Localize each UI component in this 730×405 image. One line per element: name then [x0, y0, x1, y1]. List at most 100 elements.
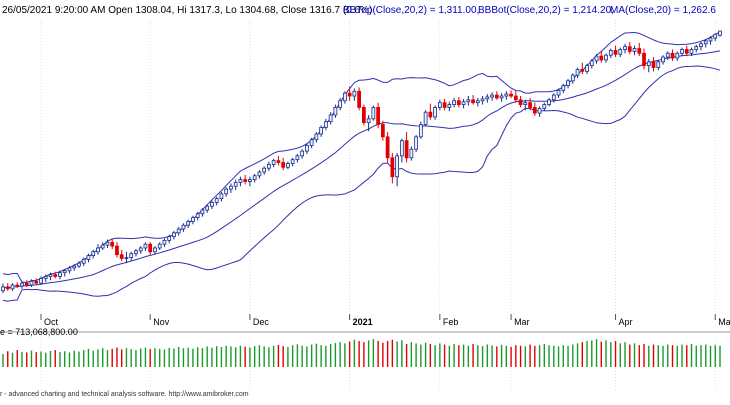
candle: [689, 47, 694, 57]
candle-body: [252, 175, 257, 181]
candle: [81, 257, 86, 267]
candle-body: [86, 255, 91, 260]
candle: [333, 104, 338, 118]
candle-body: [172, 232, 176, 237]
candle-body: [34, 280, 39, 284]
candle: [471, 95, 475, 105]
candle: [295, 153, 300, 163]
candle: [362, 104, 366, 126]
candle: [214, 196, 219, 206]
x-tick-label: 2021: [353, 317, 373, 327]
candle-body: [466, 99, 471, 103]
candle: [594, 54, 599, 64]
candle-body: [100, 244, 105, 249]
candle: [452, 97, 456, 108]
candle: [172, 230, 176, 240]
candle-body: [210, 202, 214, 207]
candle: [680, 47, 684, 57]
candle: [627, 41, 632, 55]
candle: [675, 51, 680, 61]
candle-body: [395, 155, 399, 178]
candle-body: [528, 102, 532, 108]
candle: [637, 42, 642, 57]
candlesticks: [1, 30, 722, 294]
candle-body: [352, 90, 357, 97]
candle-body: [718, 30, 722, 36]
candle: [528, 97, 532, 111]
candle: [286, 161, 290, 170]
candle: [96, 244, 100, 255]
bb-bottom-line: [2, 65, 721, 302]
candle-body: [703, 40, 708, 45]
candle-body: [357, 90, 361, 108]
candle-body: [5, 286, 10, 290]
candle-body: [1, 286, 5, 292]
candle: [385, 132, 390, 163]
x-tick-label: Apr: [619, 317, 633, 327]
candle: [504, 91, 509, 100]
candle: [248, 176, 252, 187]
candle-body: [456, 100, 461, 105]
candle-body: [694, 46, 699, 50]
candle-body: [627, 46, 632, 52]
candle: [5, 283, 10, 291]
candle-body: [509, 93, 513, 97]
candle: [684, 45, 689, 57]
candle-body: [195, 213, 200, 218]
header-bbtop: BBTop(Close,20,2) = 1,311.00,: [343, 5, 479, 16]
candle: [551, 93, 556, 103]
candle-body: [566, 80, 570, 86]
candle: [219, 191, 224, 202]
candle-body: [72, 265, 77, 269]
candle: [319, 125, 324, 137]
candle-body: [670, 52, 675, 59]
candle-body: [404, 140, 409, 159]
volume-bars: [2, 339, 721, 367]
candle-body: [561, 85, 566, 91]
candle: [561, 83, 566, 94]
candle-body: [333, 107, 338, 116]
candle-body: [157, 243, 162, 249]
candle-body: [371, 107, 376, 120]
candle-body: [176, 228, 181, 234]
candle: [442, 98, 447, 111]
candle: [143, 242, 148, 251]
candle: [110, 238, 115, 249]
candle: [72, 264, 77, 271]
candle: [604, 53, 608, 63]
candle-body: [604, 54, 608, 61]
candle-body: [651, 61, 656, 68]
candle: [371, 105, 376, 121]
candle-body: [447, 104, 452, 108]
candle-body: [642, 52, 646, 67]
candle-body: [385, 136, 390, 159]
candle: [480, 96, 485, 105]
candle: [437, 99, 442, 111]
candle: [252, 173, 257, 183]
candle: [409, 146, 414, 161]
ma-line: [2, 50, 721, 289]
candle-body: [380, 124, 385, 138]
candle: [357, 87, 361, 111]
candle: [485, 94, 490, 103]
candle-body: [632, 48, 637, 52]
candle: [414, 134, 418, 153]
candle-body: [347, 92, 352, 97]
candle: [276, 155, 281, 166]
candle: [105, 239, 110, 248]
candle-body: [485, 96, 490, 100]
candle-body: [67, 267, 72, 272]
candle-body: [570, 74, 575, 82]
candle-body: [423, 111, 428, 125]
candle-body: [134, 250, 138, 255]
candle-body: [138, 247, 143, 252]
candle-body: [153, 247, 157, 253]
candle: [575, 67, 580, 78]
candle: [39, 276, 43, 285]
candle-body: [186, 220, 191, 226]
candle-body: [191, 217, 195, 222]
candle-body: [200, 209, 205, 215]
candle-body: [623, 46, 627, 50]
candle-body: [224, 188, 229, 195]
candle-body: [319, 126, 324, 135]
